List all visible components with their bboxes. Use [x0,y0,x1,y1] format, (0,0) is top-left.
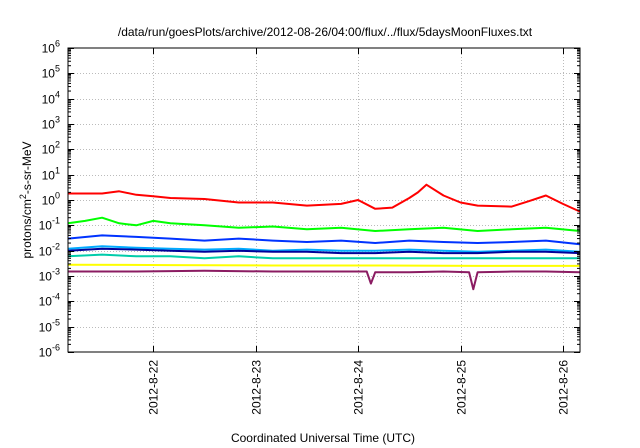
series-line-2 [67,216,581,232]
x-axis-label: Coordinated Universal Time (UTC) [231,431,415,445]
y-tick-label: 10-2 [39,242,60,259]
y-tick-label: 106 [42,39,60,56]
y-tick-label: 10-5 [39,318,60,335]
y-tick-label-base: 10 [39,270,53,284]
y-tick-label-base: 10 [42,194,56,208]
y-tick-label-base: 10 [42,67,56,81]
y-tick-label-exponent: 3 [55,115,60,125]
y-tick-label: 10-3 [39,267,60,284]
series-line-4 [67,245,581,253]
y-tick-label-exponent: -2 [52,242,60,252]
y-tick-label-exponent: 2 [55,140,60,150]
y-axis-label-rest: -s-sr-MeV [20,141,34,194]
y-tick-label-base: 10 [39,245,53,259]
y-tick-label: 104 [42,90,60,107]
y-tick-label: 105 [42,64,60,81]
y-tick-label-base: 10 [39,346,53,360]
x-ticks: 2012-8-22 2012-8-23 2012-8-24 2012-8-25 2012… [147,48,571,415]
series-group [67,183,581,291]
series-line-7 [67,263,580,267]
y-tick-label: 10-1 [39,216,60,233]
x-tick-label: 2012-8-24 [352,360,366,415]
series-line-1 [68,183,581,213]
y-axis-label-superscript: 2 [18,194,28,199]
y-tick-label-base: 10 [42,143,56,157]
y-tick-label-exponent: -3 [52,267,60,277]
y-tick-label-exponent: 1 [55,166,60,176]
y-axis-label-main: protons/cm [20,199,34,258]
y-tick-label: 10-4 [39,292,60,309]
y-tick-label: 101 [42,166,60,183]
x-tick-label: 2012-8-23 [250,360,264,415]
y-axis-label: protons/cm2-s-sr-MeV [18,141,34,258]
series-line-3 [67,234,581,246]
y-tick-label-exponent: -6 [52,343,60,353]
y-ticks: 10-610-510-410-310-210-11001011021031041… [39,39,580,360]
y-tick-label-base: 10 [39,321,53,335]
x-tick-label: 2012-8-25 [455,360,469,415]
y-tick-label-base: 10 [42,93,56,107]
y-tick-label-exponent: -1 [52,216,60,226]
series-line-5 [67,247,581,255]
y-tick-label-base: 10 [42,118,56,132]
y-tick-label-base: 10 [42,42,56,56]
y-tick-label-exponent: -4 [52,292,60,302]
y-tick-label: 102 [42,140,60,157]
x-tick-label: 2012-8-22 [147,360,161,415]
y-tick-label-exponent: -5 [52,318,60,328]
grid [68,48,580,352]
y-tick-label-base: 10 [42,169,56,183]
y-tick-label: 100 [42,191,60,208]
series-line-8 [68,269,581,291]
y-tick-label-exponent: 4 [55,90,60,100]
y-tick-label-exponent: 5 [55,64,60,74]
y-tick-label: 10-6 [39,343,60,360]
y-tick-label: 103 [42,115,60,132]
y-tick-label-base: 10 [39,295,53,309]
x-tick-label: 2012-8-26 [557,360,571,415]
y-tick-label-exponent: 6 [55,39,60,49]
y-tick-label-base: 10 [39,219,53,233]
y-tick-label-exponent: 0 [55,191,60,201]
series-line-6 [67,253,580,260]
chart-title: /data/run/goesPlots/archive/2012-08-26/0… [118,25,533,39]
